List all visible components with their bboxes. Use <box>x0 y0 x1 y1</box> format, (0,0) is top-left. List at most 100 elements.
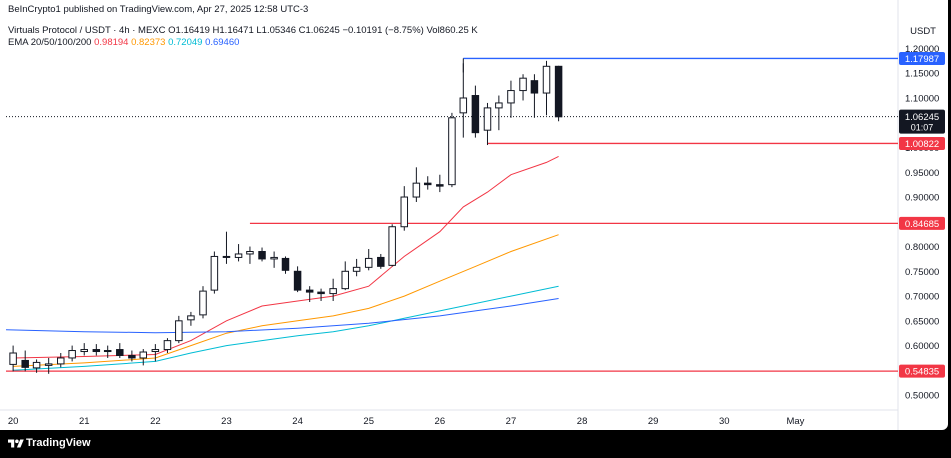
y-tick-label: 0.95000 <box>905 168 939 179</box>
candle-body[interactable] <box>436 184 444 187</box>
candle-body[interactable] <box>139 351 148 359</box>
candle-body[interactable] <box>471 95 480 134</box>
level-price-label: 0.84685 <box>905 219 939 230</box>
level-price-label: 0.54835 <box>905 367 939 378</box>
y-tick-label: 1.15000 <box>905 69 939 80</box>
candle-body[interactable] <box>293 270 302 291</box>
x-tick-label: 24 <box>292 416 303 427</box>
volume: Vol860.25 K <box>426 25 478 36</box>
candle-body[interactable] <box>187 315 195 321</box>
ema-label: EMA 20/50/100/200 <box>8 37 92 48</box>
candle-body[interactable] <box>483 107 492 131</box>
y-tick-label: 0.90000 <box>905 193 939 204</box>
candle-body[interactable] <box>377 256 385 267</box>
candle-body[interactable] <box>317 291 325 295</box>
currency-label: USDT <box>910 26 936 37</box>
ema-line-ema100 <box>13 285 559 371</box>
candle-body[interactable] <box>21 359 29 368</box>
candle-body[interactable] <box>222 255 231 258</box>
ohlc-high: H1.16471 <box>212 25 254 36</box>
y-tick-label: 0.75000 <box>905 267 939 278</box>
footer-bar: TradingView <box>0 430 951 458</box>
candle-body[interactable] <box>57 357 65 365</box>
candle-body[interactable] <box>542 65 551 94</box>
candle-body[interactable] <box>281 257 290 271</box>
candle-body[interactable] <box>103 350 112 353</box>
x-tick-label: 21 <box>79 416 90 427</box>
candle-body[interactable] <box>507 90 515 104</box>
candle-body[interactable] <box>151 349 160 353</box>
candle-body[interactable] <box>388 226 396 266</box>
level-price-tag <box>899 364 945 378</box>
candle-body[interactable] <box>163 340 172 351</box>
ohlc-line: Virtuals Protocol / USDT · 4h · MEXC O1.… <box>8 25 478 36</box>
level-price-tag <box>899 51 945 65</box>
x-tick-label: 20 <box>8 416 19 427</box>
candle-body[interactable] <box>459 97 468 114</box>
candle-body[interactable] <box>44 363 53 366</box>
current-price-label: 1.06245 <box>905 112 939 123</box>
candle-body[interactable] <box>9 352 17 365</box>
candle-body[interactable] <box>412 182 421 198</box>
publish-line: BeInCrypto1 published on TradingView.com… <box>8 4 309 15</box>
y-tick-label: 0.50000 <box>905 391 939 402</box>
candle-body[interactable] <box>92 349 101 353</box>
ema200-value: 0.69460 <box>205 37 240 48</box>
ohlc-low: L1.05346 <box>256 25 296 36</box>
level-price-tag <box>899 216 945 230</box>
candle-body[interactable] <box>530 80 539 94</box>
ohlc-close: C1.06245 <box>298 25 340 36</box>
y-tick-label: 1.10000 <box>905 93 939 104</box>
candle-body[interactable] <box>32 361 41 369</box>
tradingview-logo-icon[interactable] <box>8 437 24 451</box>
current-price-tag <box>899 109 945 134</box>
x-tick-label: 30 <box>719 416 730 427</box>
x-tick-label: May <box>786 416 804 427</box>
x-tick-label: 28 <box>577 416 588 427</box>
candle-body[interactable] <box>116 349 124 356</box>
candle-body[interactable] <box>519 77 527 92</box>
candle-body[interactable] <box>175 320 183 342</box>
ohlc-open: O1.16419 <box>168 25 210 36</box>
chart-panel: 0.500000.550000.600000.650000.700000.750… <box>0 0 948 430</box>
candle-body[interactable] <box>305 289 314 293</box>
level-price-label: 1.17987 <box>905 54 939 65</box>
y-tick-label: 0.60000 <box>905 341 939 352</box>
candle-body[interactable] <box>128 354 136 359</box>
x-tick-label: 23 <box>221 416 232 427</box>
candle-body[interactable] <box>554 65 563 118</box>
ema20-value: 0.98194 <box>94 37 129 48</box>
level-price-tag <box>899 136 945 150</box>
y-tick-label: 0.80000 <box>905 242 939 253</box>
ohlc-change: −0.10191 (−8.75%) <box>342 25 424 36</box>
candle-body[interactable] <box>68 350 76 359</box>
candle-body[interactable] <box>495 102 503 109</box>
candle-body[interactable] <box>258 250 266 260</box>
candle-body[interactable] <box>400 196 409 228</box>
candle-body[interactable] <box>341 270 349 290</box>
candle-body[interactable] <box>423 182 432 186</box>
symbol-title[interactable]: Virtuals Protocol / USDT · 4h · MEXC <box>8 25 166 36</box>
ema50-value: 0.82373 <box>131 37 166 48</box>
candle-body[interactable] <box>270 256 278 260</box>
countdown-label: 01:07 <box>911 123 934 133</box>
candle-body[interactable] <box>199 290 207 316</box>
x-tick-label: 22 <box>150 416 161 427</box>
chart-canvas[interactable]: 0.500000.550000.600000.650000.700000.750… <box>0 0 948 430</box>
candle-body[interactable] <box>246 250 254 255</box>
y-tick-label: 0.65000 <box>905 316 939 327</box>
candle-body[interactable] <box>329 288 337 295</box>
x-tick-label: 26 <box>435 416 446 427</box>
x-tick-label: 25 <box>363 416 374 427</box>
ema-line-ema200 <box>5 298 559 334</box>
candle-body[interactable] <box>448 117 456 186</box>
candle-body[interactable] <box>234 253 243 258</box>
candle-body[interactable] <box>80 349 88 353</box>
tradingview-brand[interactable]: TradingView <box>26 437 91 449</box>
candle-body[interactable] <box>352 266 361 272</box>
candle-body[interactable] <box>210 255 219 291</box>
x-tick-label: 27 <box>506 416 517 427</box>
candle-body[interactable] <box>364 257 373 268</box>
ema-legend[interactable]: EMA 20/50/100/200 0.98194 0.82373 0.7204… <box>8 37 239 48</box>
